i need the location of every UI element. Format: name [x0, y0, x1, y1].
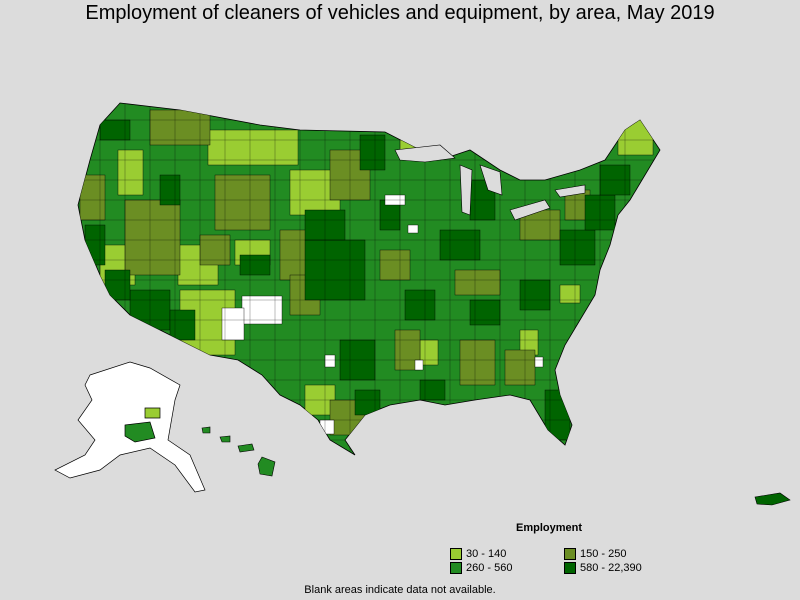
legend-label: 150 - 250 — [580, 548, 627, 560]
data-availability-note: Blank areas indicate data not available. — [304, 584, 496, 596]
map-title: Employment of cleaners of vehicles and e… — [85, 2, 715, 24]
legend-item-30-140: 30 - 140 — [450, 548, 506, 560]
conus-region — [77, 102, 661, 456]
legend-title: Employment — [516, 522, 583, 534]
hawaii-kauai — [201, 426, 211, 434]
legend-swatch — [564, 562, 576, 574]
puerto-rico-island — [754, 492, 791, 506]
legend-item-260-560: 260 - 560 — [450, 562, 512, 574]
alaska-area-anchorage — [124, 421, 156, 443]
legend-item-150-250: 150 - 250 — [564, 548, 626, 560]
alaska-region — [54, 361, 206, 493]
great-lakes — [394, 144, 586, 221]
legend-item-580-22390: 580 - 22,390 — [564, 562, 642, 574]
hawaii-big-island — [257, 456, 276, 477]
hawaii-maui — [237, 443, 255, 453]
legend-swatch — [450, 548, 462, 560]
puerto-rico-region — [754, 492, 791, 506]
legend-swatch — [564, 548, 576, 560]
hawaii-oahu — [219, 435, 231, 443]
hawaii-region — [201, 426, 276, 477]
legend-label: 260 - 560 — [466, 562, 513, 574]
legend-label: 580 - 22,390 — [580, 562, 642, 574]
legend-label: 30 - 140 — [466, 548, 507, 560]
legend-swatch — [450, 562, 462, 574]
alaska-area-fairbanks — [144, 407, 161, 419]
